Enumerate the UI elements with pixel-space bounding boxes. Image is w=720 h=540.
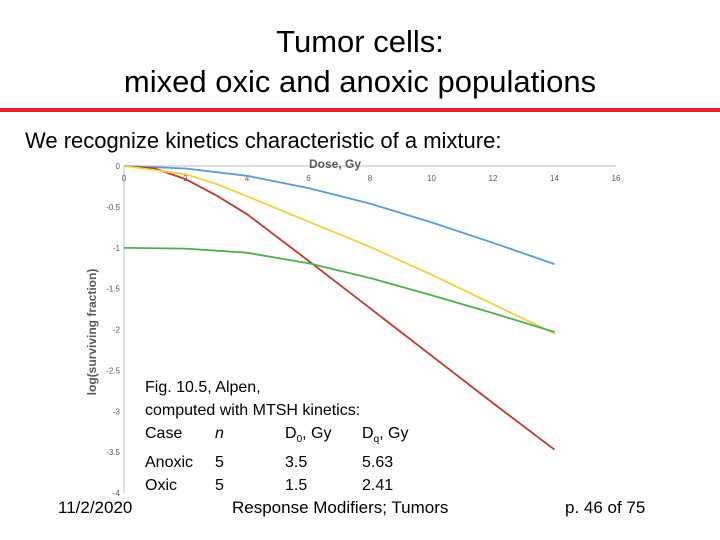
slide-title: Tumor cells: mixed oxic and anoxic popul… bbox=[0, 22, 720, 102]
y-tick-label: -2 bbox=[113, 326, 121, 335]
row-case: Anoxic bbox=[145, 454, 194, 472]
x-axis-label: Dose, Gy bbox=[309, 157, 361, 171]
y-tick-label: 0 bbox=[116, 162, 121, 171]
caption-header-row: Case n D0, Gy Dq, Gy bbox=[145, 422, 432, 451]
x-tick-label: 16 bbox=[612, 174, 621, 183]
x-tick-label: 0 bbox=[122, 174, 127, 183]
footer-page: p. 46 of 75 bbox=[565, 498, 646, 517]
chart-axes: 0 2 4 6 8 10 12 14 160-0.5-1-1.5-2-2.5-3-3.5-4 bbox=[106, 162, 621, 498]
series-line bbox=[123, 165, 555, 335]
row-dq: 5.63 bbox=[362, 454, 394, 472]
y-axis-label: log(surviving fraction) bbox=[85, 269, 99, 396]
row-d0: 1.5 bbox=[285, 477, 308, 495]
footer-date: 11/2/2020 bbox=[58, 498, 133, 517]
y-tick-label: -0.5 bbox=[106, 203, 120, 212]
caption-line2: computed with MTSH kinetics: bbox=[145, 402, 361, 419]
caption-row-anoxic: Anoxic 5 3.5 5.63 bbox=[145, 451, 432, 474]
x-tick-label: 6 bbox=[306, 174, 311, 183]
slide-subtitle: We recognize kinetics characteristic of … bbox=[25, 128, 502, 153]
header-n: n bbox=[215, 425, 224, 442]
x-tick-label: 8 bbox=[368, 174, 373, 183]
title-divider bbox=[0, 108, 720, 112]
header-d0: D0, Gy bbox=[285, 425, 332, 446]
x-tick-label: 10 bbox=[427, 174, 436, 183]
row-case: Oxic bbox=[145, 477, 177, 495]
slide-title-line1: Tumor cells: bbox=[276, 24, 444, 59]
row-dq: 2.41 bbox=[362, 477, 394, 495]
x-tick-label: 4 bbox=[245, 174, 250, 183]
y-tick-label: -3 bbox=[113, 407, 121, 416]
y-tick-label: -3.5 bbox=[106, 448, 120, 457]
figure-caption: Fig. 10.5, Alpen, computed with MTSH kin… bbox=[145, 376, 432, 497]
row-n: 5 bbox=[215, 477, 224, 495]
caption-line1: Fig. 10.5, Alpen, bbox=[145, 379, 261, 396]
series-line bbox=[123, 165, 555, 265]
row-d0: 3.5 bbox=[285, 454, 308, 472]
footer-center: Response Modifiers; Tumors bbox=[232, 498, 449, 517]
y-tick-label: -2.5 bbox=[106, 366, 120, 375]
caption-row-oxic: Oxic 5 1.5 2.41 bbox=[145, 474, 432, 497]
y-tick-label: -1 bbox=[113, 244, 121, 253]
header-dq: Dq, Gy bbox=[362, 425, 409, 446]
x-tick-label: 12 bbox=[489, 174, 498, 183]
slide-title-line2: mixed oxic and anoxic populations bbox=[123, 64, 597, 99]
y-tick-label: -1.5 bbox=[106, 285, 120, 294]
y-tick-label: -4 bbox=[113, 489, 121, 498]
header-case: Case bbox=[145, 425, 183, 442]
series-line bbox=[123, 165, 556, 451]
chart-series bbox=[123, 165, 556, 451]
x-tick-label: 14 bbox=[550, 174, 559, 183]
row-n: 5 bbox=[215, 454, 224, 472]
series-line bbox=[123, 246, 555, 333]
